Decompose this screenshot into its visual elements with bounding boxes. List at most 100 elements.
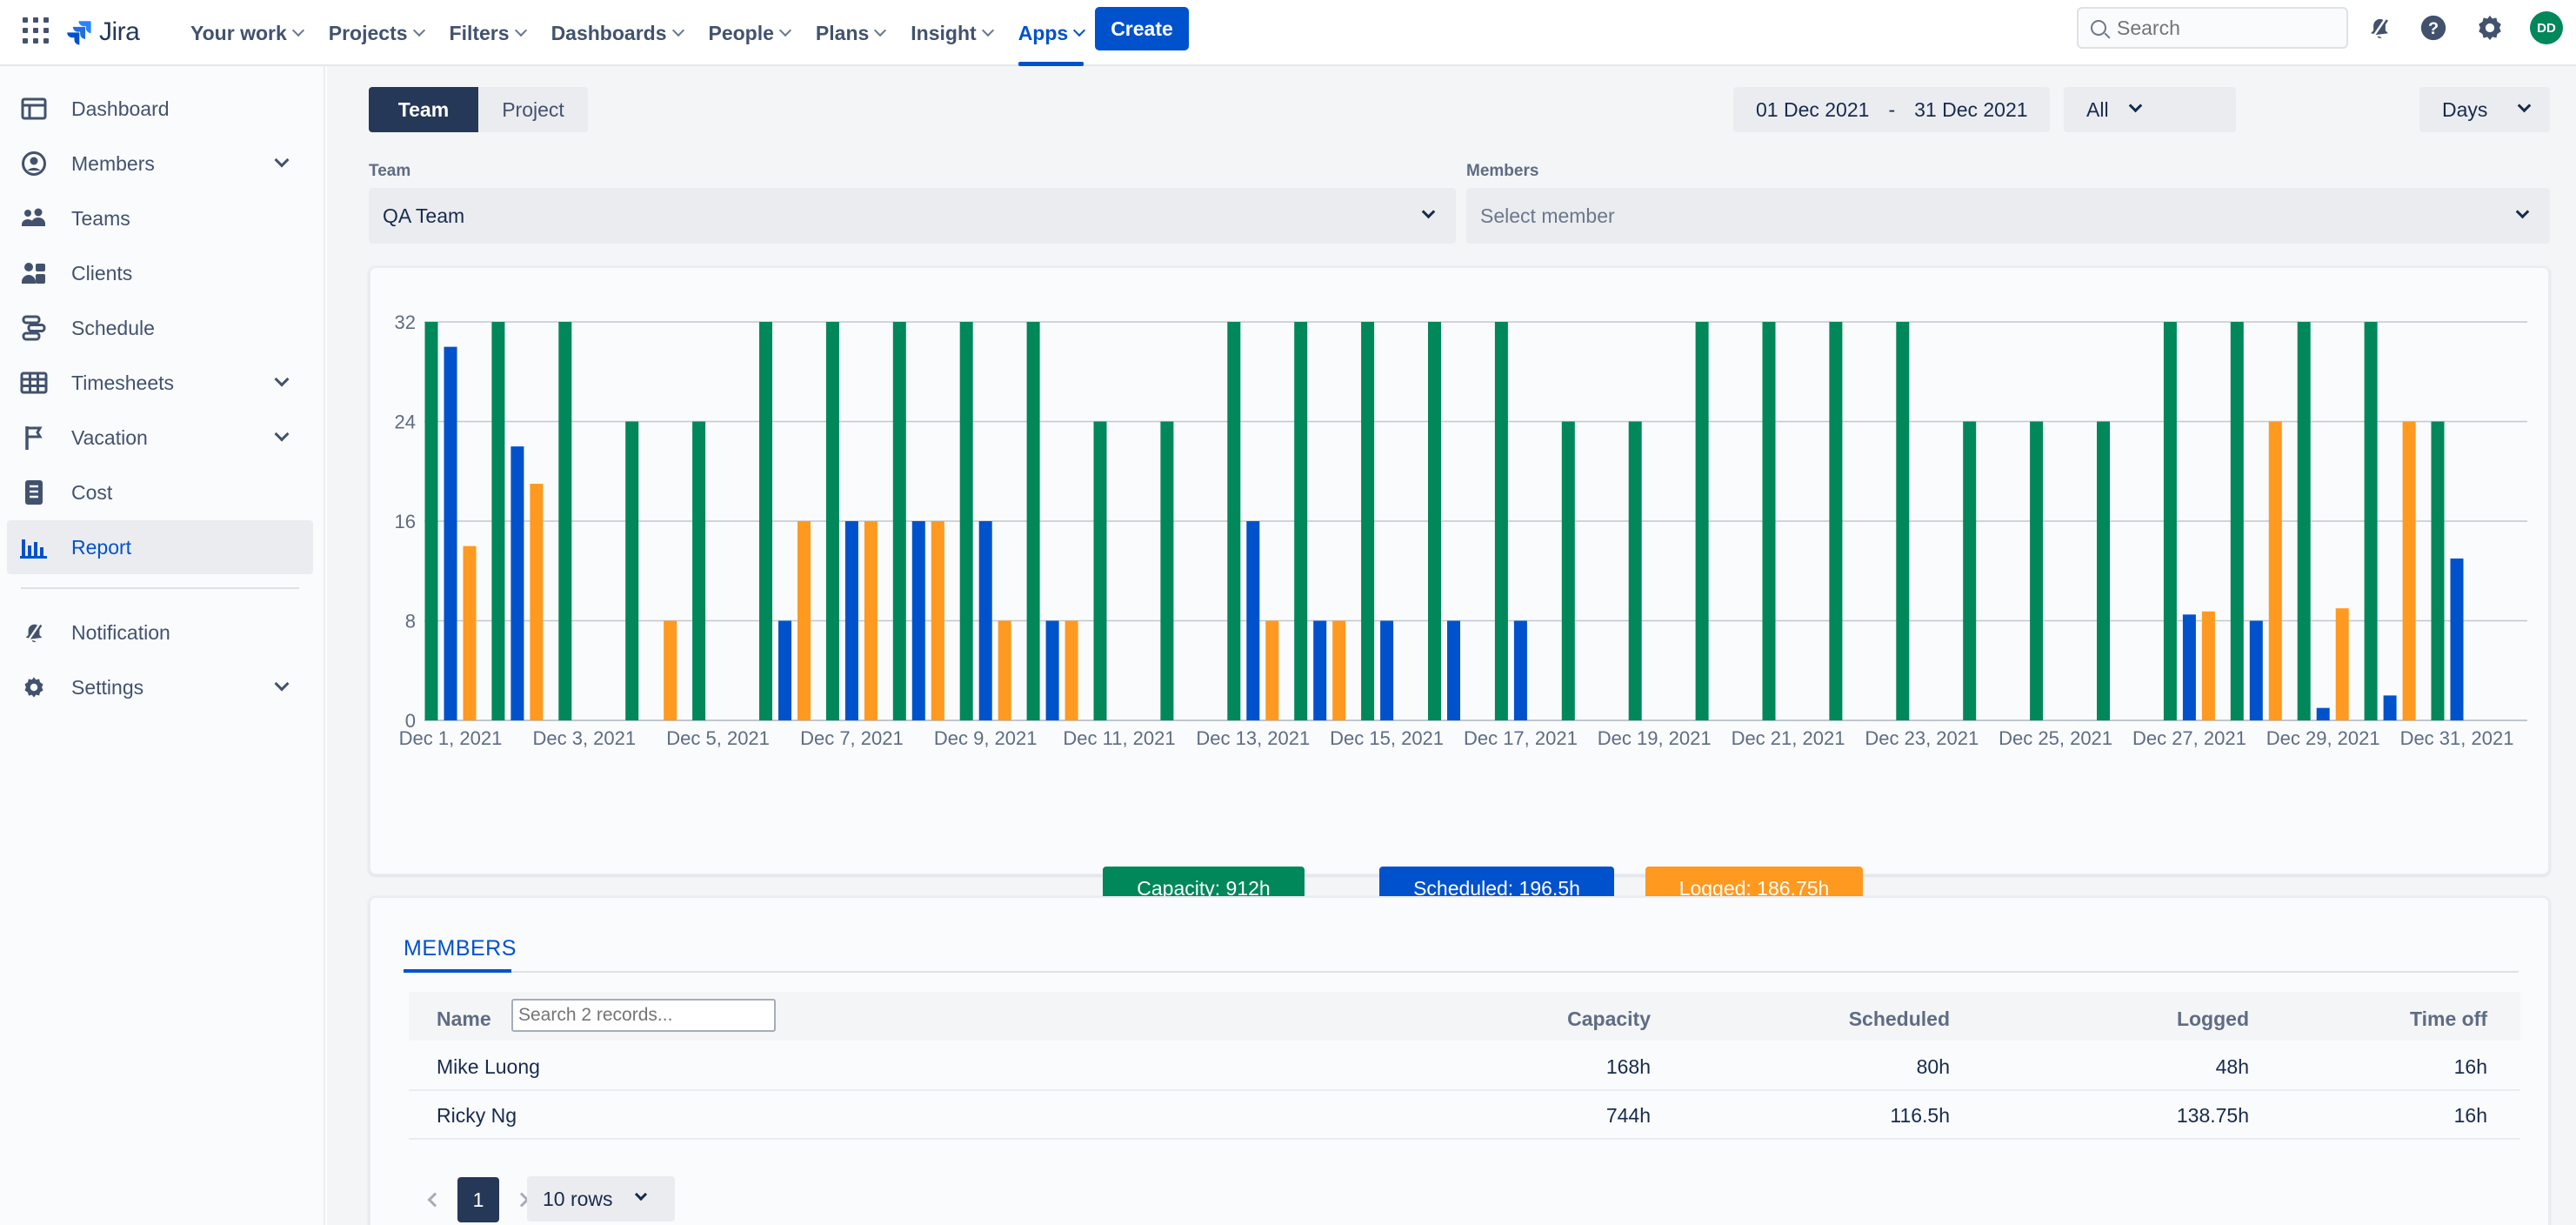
capacity-bar	[1695, 322, 1709, 720]
capacity-bar	[1361, 322, 1375, 720]
chevron-left-icon[interactable]	[427, 1192, 443, 1208]
nav-dashboards[interactable]: Dashboards	[538, 0, 696, 66]
sidebar-item-cost[interactable]: Cost	[7, 465, 313, 519]
name-search-input[interactable]	[511, 999, 776, 1032]
schedule-icon	[19, 313, 49, 343]
sidebar-item-label: Clients	[71, 261, 133, 284]
nav-label: Insight	[911, 21, 977, 44]
nav-label: Apps	[1018, 21, 1069, 44]
sidebar-item-settings[interactable]: Settings	[7, 660, 313, 714]
create-button[interactable]: Create	[1095, 7, 1189, 50]
sidebar-item-dashboard[interactable]: Dashboard	[7, 82, 313, 136]
date-from[interactable]: 01 Dec 2021	[1756, 97, 1870, 121]
capacity-bar	[1494, 322, 1508, 720]
capacity-bar	[825, 322, 839, 720]
scheduled-bar	[1380, 620, 1394, 720]
nav-apps[interactable]: Apps	[1005, 0, 1098, 66]
search-box[interactable]	[2077, 7, 2348, 49]
nav-filters[interactable]: Filters	[437, 0, 538, 66]
clients-icon	[19, 258, 49, 288]
granularity-select[interactable]: Days	[2419, 87, 2550, 132]
members-select[interactable]: Select member	[1466, 188, 2550, 244]
user-avatar[interactable]: DD	[2530, 11, 2563, 44]
nav-your-work[interactable]: Your work	[177, 0, 316, 66]
chevron-down-icon[interactable]	[274, 426, 290, 442]
jira-logo[interactable]: Jira	[64, 12, 140, 52]
settings-gear-icon[interactable]	[2474, 12, 2506, 44]
team-select[interactable]: QA Team	[369, 188, 1456, 244]
scheduled-bar	[511, 446, 524, 720]
capacity-bar	[1227, 322, 1241, 720]
sidebar-item-members[interactable]: Members	[7, 137, 313, 191]
chevron-down-icon	[1421, 204, 1436, 219]
chevron-down-icon[interactable]	[274, 372, 290, 387]
hours-bar-chart: 0 8 16 24 32 Dec 1, 2021 Dec 3, 2021 Dec 5, 202…	[395, 311, 2527, 749]
cell-logged: 138.75h	[2176, 1104, 2249, 1127]
logged-bar	[2402, 421, 2416, 720]
tab-team[interactable]: Team	[369, 87, 478, 132]
sidebar: Dashboard Members Teams Clients Schedule…	[0, 66, 325, 1225]
people-group-icon	[19, 204, 49, 233]
column-header-scheduled[interactable]: Scheduled	[1848, 1007, 1950, 1030]
sidebar-item-label: Teams	[71, 206, 130, 230]
page-number-current[interactable]: 1	[457, 1177, 499, 1222]
jira-logo-icon	[67, 21, 91, 45]
column-header-capacity[interactable]: Capacity	[1567, 1007, 1651, 1030]
logged-bar	[998, 620, 1011, 720]
capacity-bar	[1093, 421, 1107, 720]
capacity-bar	[2030, 421, 2044, 720]
column-header-logged[interactable]: Logged	[2176, 1007, 2249, 1030]
column-header-time-off[interactable]: Time off	[2409, 1007, 2487, 1030]
members-field-label: Members	[1466, 162, 1539, 180]
chevron-down-icon	[778, 23, 791, 37]
sidebar-item-clients[interactable]: Clients	[7, 246, 313, 300]
sidebar-item-timesheets[interactable]: Timesheets	[7, 356, 313, 410]
logged-bar	[2201, 611, 2215, 720]
svg-text:?: ?	[2428, 19, 2439, 38]
logged-bar	[2335, 608, 2349, 720]
nav-insight[interactable]: Insight	[898, 0, 1004, 66]
chevron-down-icon[interactable]	[274, 152, 290, 168]
nav-projects[interactable]: Projects	[316, 0, 437, 66]
sidebar-item-report[interactable]: Report	[7, 520, 313, 574]
x-tick-label: Dec 11, 2021	[1063, 727, 1175, 749]
capacity-bar	[1428, 322, 1441, 720]
date-range-picker[interactable]: 01 Dec 2021 - 31 Dec 2021	[1733, 87, 2050, 132]
nav-people[interactable]: People	[696, 0, 803, 66]
sidebar-item-schedule[interactable]: Schedule	[7, 301, 313, 355]
sidebar-item-notification[interactable]: Notification	[7, 606, 313, 659]
x-tick-label: Dec 25, 2021	[1999, 727, 2112, 749]
rows-per-page-select[interactable]: 10 rows	[527, 1176, 675, 1222]
notification-bell-icon[interactable]	[2364, 12, 2395, 44]
bell-icon	[19, 618, 49, 647]
date-separator: -	[1888, 97, 1896, 121]
chevron-down-icon	[2517, 98, 2532, 113]
nav-plans[interactable]: Plans	[803, 0, 898, 66]
date-to[interactable]: 31 Dec 2021	[1914, 97, 2028, 121]
legend-logged[interactable]: Logged: 186.75h	[1645, 867, 1863, 910]
members-select-placeholder: Select member	[1480, 204, 1615, 227]
x-tick-label: Dec 31, 2021	[2400, 727, 2514, 749]
nav-label: People	[708, 21, 774, 44]
table-row[interactable]: Mike Luong 168h 80h 48h 16h	[409, 1042, 2520, 1091]
bar-chart-icon	[19, 532, 49, 562]
column-header-name[interactable]: Name	[437, 1007, 491, 1030]
sidebar-item-teams[interactable]: Teams	[7, 191, 313, 245]
tab-members[interactable]: MEMBERS	[404, 936, 517, 961]
tab-project[interactable]: Project	[478, 87, 588, 132]
logged-bar	[1265, 620, 1279, 720]
capacity-bar	[1628, 421, 1642, 720]
chevron-down-icon[interactable]	[274, 676, 290, 692]
scheduled-bar	[1313, 620, 1327, 720]
nav-menu: Your work Projects Filters Dashboards Pe…	[177, 0, 1097, 66]
app-switcher-icon[interactable]	[23, 17, 49, 44]
logged-bar	[664, 620, 677, 720]
scheduled-bar	[1513, 620, 1527, 720]
help-icon[interactable]: ?	[2418, 12, 2449, 44]
x-tick-label: Dec 3, 2021	[532, 727, 636, 749]
logged-bar	[931, 521, 944, 720]
scope-select[interactable]: All	[2064, 87, 2236, 132]
table-row[interactable]: Ricky Ng 744h 116.5h 138.75h 16h	[409, 1091, 2520, 1140]
search-input[interactable]	[2117, 16, 2326, 40]
sidebar-item-vacation[interactable]: Vacation	[7, 411, 313, 465]
